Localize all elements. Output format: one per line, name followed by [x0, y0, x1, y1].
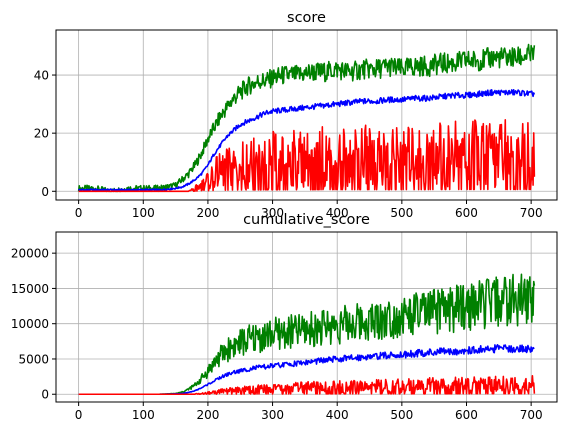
chart-panel-1: 0 100 200 300 400 500 600 700 0 5000 10000 15000 200… — [11, 212, 558, 422]
y-tick-label: 5000 — [18, 352, 49, 366]
x-tick-label: 100 — [132, 408, 155, 422]
series-line-blue — [77, 89, 536, 192]
x-tick-label: 300 — [261, 206, 284, 220]
x-tick-label: 700 — [520, 206, 543, 220]
y-tick-label: 40 — [34, 69, 49, 83]
x-tick-label: 300 — [261, 408, 284, 422]
chart-title: score — [287, 10, 326, 26]
y-tick-label: 20 — [34, 127, 49, 141]
axes-frame — [55, 29, 558, 201]
series-line-red — [78, 119, 536, 193]
axes-frame — [55, 231, 558, 403]
x-tick-label: 400 — [326, 206, 349, 220]
y-tick-label: 20000 — [11, 247, 49, 261]
chart-panel-0: 0 100 200 300 400 500 600 700 0 20 40 score — [34, 10, 558, 220]
y-tick-label: 0 — [41, 388, 49, 402]
y-tick-label: 15000 — [11, 282, 49, 296]
y-tick-label: 0 — [41, 185, 49, 199]
x-tick-label: 200 — [196, 206, 219, 220]
x-tick-label: 600 — [455, 206, 478, 220]
series-line-red — [78, 374, 536, 396]
y-tick-label: 10000 — [11, 317, 49, 331]
x-tick-label: 500 — [390, 408, 413, 422]
x-tick-label: 600 — [455, 408, 478, 422]
x-tick-label: 400 — [326, 408, 349, 422]
x-tick-label: 0 — [75, 206, 83, 220]
chart-title: cumulative_score — [243, 212, 370, 228]
x-tick-label: 0 — [75, 408, 83, 422]
series-line-green — [77, 43, 536, 193]
x-tick-label: 700 — [520, 408, 543, 422]
series-line-green — [78, 273, 536, 396]
x-tick-label: 200 — [196, 408, 219, 422]
x-tick-label: 100 — [132, 206, 155, 220]
x-tick-label: 500 — [390, 206, 413, 220]
